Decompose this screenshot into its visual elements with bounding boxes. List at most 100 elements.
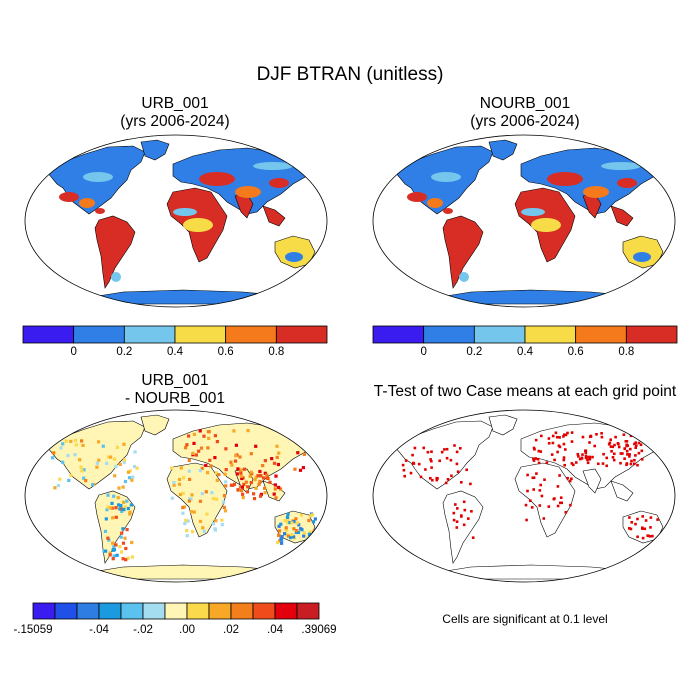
significant-cell	[625, 444, 628, 448]
diff-cell	[197, 449, 201, 453]
significant-cell	[532, 488, 535, 491]
diff-cell	[194, 453, 198, 457]
significant-cell	[424, 468, 427, 471]
diff-cell	[105, 508, 109, 512]
diff-cell	[274, 496, 278, 500]
diff-cell	[181, 491, 185, 495]
diff-cell	[240, 476, 244, 481]
colorbar-swatch	[296, 602, 320, 620]
diff-cell	[315, 531, 319, 535]
diff-cell	[278, 539, 282, 543]
diff-cell	[181, 511, 185, 515]
significant-cell	[626, 453, 629, 456]
significant-cell	[635, 444, 638, 447]
diff-cell	[78, 458, 82, 462]
continent-southAmerica	[442, 490, 484, 564]
significant-cell	[636, 463, 639, 467]
diff-cell	[296, 530, 301, 534]
diff-cell	[232, 482, 237, 486]
significant-cell	[455, 526, 459, 529]
significant-cell	[470, 510, 473, 513]
diff-cell	[189, 497, 193, 501]
significant-cell	[566, 476, 569, 480]
diff-cell	[236, 488, 240, 492]
diff-cell	[117, 503, 121, 507]
significant-cell	[641, 515, 644, 518]
diff-cell	[106, 536, 110, 540]
significant-cell	[639, 443, 643, 446]
diff-cell	[235, 472, 239, 476]
diff-cell	[118, 507, 122, 511]
diff-cell	[265, 476, 269, 480]
diff-cell	[58, 477, 62, 481]
diff-cell	[101, 444, 105, 448]
diff-cell	[238, 485, 242, 489]
significant-cell	[634, 522, 637, 526]
diff-cell	[198, 519, 203, 523]
diff-cell	[111, 516, 115, 520]
value-patch	[95, 208, 105, 214]
diff-cell	[273, 487, 277, 491]
colorbar-swatch	[120, 602, 144, 620]
significant-cell	[619, 461, 622, 465]
significant-cell	[629, 434, 633, 438]
diff-cell	[236, 467, 240, 471]
continent-seAsia	[262, 205, 286, 227]
diff-cell	[200, 492, 204, 496]
diff-cell	[276, 541, 280, 545]
diff-cell	[108, 551, 112, 555]
significant-cell	[438, 459, 441, 463]
significant-cell	[529, 499, 532, 502]
figure-title: DJF BTRAN (unitless)	[256, 64, 444, 85]
significant-cell	[556, 485, 560, 488]
significant-cell	[426, 450, 430, 454]
significant-cell	[551, 441, 555, 445]
diff-cell	[206, 446, 210, 450]
significant-cell	[577, 455, 580, 458]
diff-cell	[204, 463, 208, 467]
significant-cell	[431, 478, 434, 482]
significant-cell	[460, 481, 463, 484]
diff-cell	[119, 550, 124, 554]
significant-cell	[463, 508, 467, 512]
diff-cell	[234, 454, 238, 458]
diff-cell	[125, 499, 129, 503]
significant-cell	[562, 458, 566, 462]
diff-cell	[242, 467, 247, 471]
significant-cell	[570, 477, 573, 481]
diff-cell	[130, 540, 134, 545]
diff-cell	[211, 522, 216, 526]
map-border	[372, 409, 676, 583]
significant-cell	[538, 489, 542, 492]
diff-cell	[191, 530, 195, 534]
significant-cell	[547, 442, 551, 445]
significant-cell	[630, 521, 633, 524]
diff-cell	[191, 451, 195, 455]
significant-cell	[621, 452, 624, 455]
colorbar-swatch	[524, 325, 577, 344]
significant-cell	[593, 444, 596, 448]
significant-cell	[402, 468, 406, 472]
diff-cell	[121, 485, 125, 489]
panel-title-diff: URB_001 - NOURB_001	[25, 372, 325, 408]
significant-cell	[554, 431, 558, 435]
diff-cell	[304, 542, 308, 546]
panel-title-line: (yrs 2006-2024)	[120, 113, 230, 130]
significant-cell	[556, 504, 560, 508]
diff-cell	[185, 529, 189, 533]
significant-cell	[589, 434, 593, 438]
significant-cell	[446, 478, 450, 481]
diff-cell	[112, 457, 117, 461]
diff-cell	[286, 521, 290, 525]
significant-cell	[462, 523, 466, 527]
significant-cell	[445, 456, 449, 460]
significant-cell	[600, 435, 604, 439]
diff-cell	[184, 518, 188, 522]
diff-cell	[277, 529, 282, 533]
significant-cell	[588, 457, 592, 461]
diff-cell	[111, 557, 115, 561]
significant-cell	[443, 448, 446, 451]
diff-cell	[121, 527, 125, 531]
diff-cell	[69, 473, 73, 477]
colorbar-swatch	[230, 602, 254, 620]
